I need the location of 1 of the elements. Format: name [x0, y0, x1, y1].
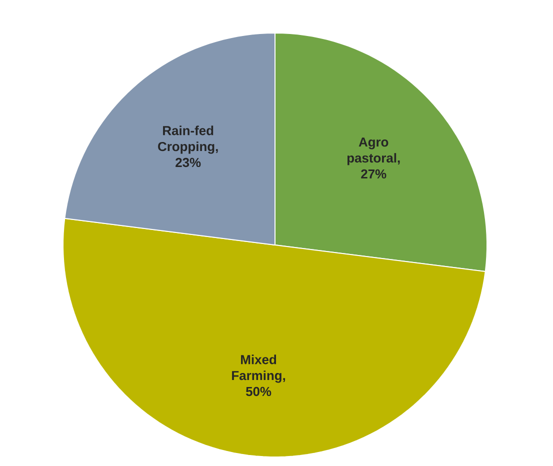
slice-label: Agro pastoral — [347, 138, 396, 166]
